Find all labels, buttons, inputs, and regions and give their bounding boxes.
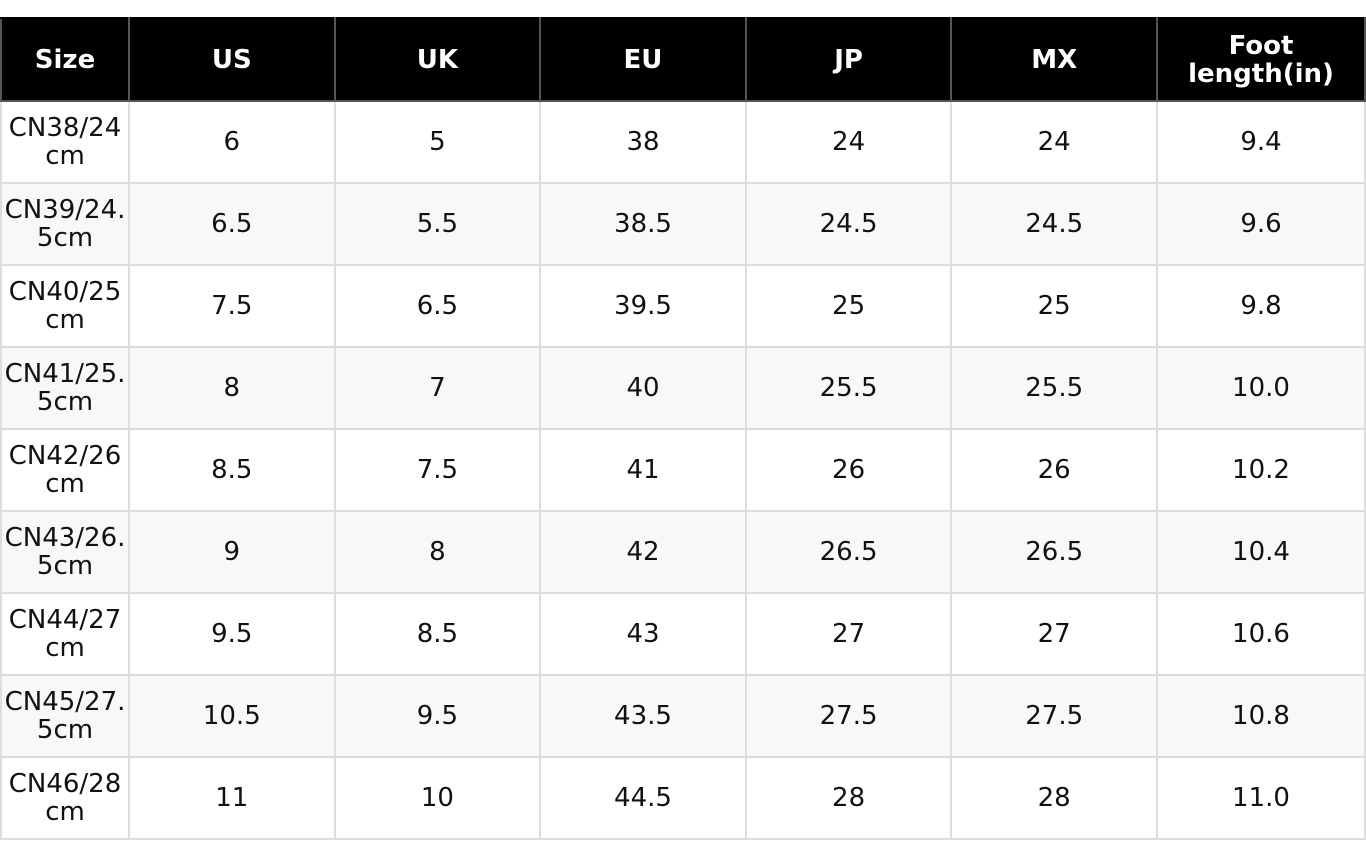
table-row: CN41/25.5cm 8 7 40 25.5 25.5 10.0 bbox=[0, 346, 1366, 430]
value-cell: 24 bbox=[950, 100, 1158, 184]
value-cell: 10.6 bbox=[1156, 592, 1366, 676]
value-cell: 27.5 bbox=[950, 674, 1158, 758]
table-row: CN43/26.5cm 9 8 42 26.5 26.5 10.4 bbox=[0, 510, 1366, 594]
value-cell: 43 bbox=[539, 592, 747, 676]
table-row: CN44/27cm 9.5 8.5 43 27 27 10.6 bbox=[0, 592, 1366, 676]
value-cell: 38 bbox=[539, 100, 747, 184]
value-cell: 9 bbox=[128, 510, 336, 594]
value-cell: 10.4 bbox=[1156, 510, 1366, 594]
table-row: CN45/27.5cm 10.5 9.5 43.5 27.5 27.5 10.8 bbox=[0, 674, 1366, 758]
header-cell: EU bbox=[539, 17, 747, 102]
value-cell: 8.5 bbox=[333, 592, 542, 676]
value-cell: 8 bbox=[333, 510, 542, 594]
value-cell: 27.5 bbox=[744, 674, 953, 758]
value-cell: 6.5 bbox=[128, 182, 336, 266]
header-cell: Size bbox=[0, 17, 130, 102]
size-cell: CN43/26.5cm bbox=[0, 510, 130, 594]
value-cell: 43.5 bbox=[539, 674, 747, 758]
value-cell: 26.5 bbox=[744, 510, 953, 594]
value-cell: 9.8 bbox=[1156, 264, 1366, 348]
value-cell: 9.5 bbox=[128, 592, 336, 676]
header-cell: Foot length(in) bbox=[1156, 17, 1366, 102]
header-cell: MX bbox=[950, 17, 1158, 102]
value-cell: 7.5 bbox=[333, 428, 542, 512]
size-cell: CN45/27.5cm bbox=[0, 674, 130, 758]
value-cell: 10.5 bbox=[128, 674, 336, 758]
value-cell: 11.0 bbox=[1156, 756, 1366, 840]
size-table: Size US UK EU JP MX Foot length(in) CN38/24cm 6… bbox=[0, 17, 1366, 840]
size-cell: CN38/24cm bbox=[0, 100, 130, 184]
size-cell: CN41/25.5cm bbox=[0, 346, 130, 430]
header-cell: JP bbox=[744, 17, 953, 102]
value-cell: 5 bbox=[333, 100, 542, 184]
value-cell: 8 bbox=[128, 346, 336, 430]
header-cell: US bbox=[128, 17, 336, 102]
value-cell: 10 bbox=[333, 756, 542, 840]
value-cell: 44.5 bbox=[539, 756, 747, 840]
size-cell: CN40/25cm bbox=[0, 264, 130, 348]
table-body: CN38/24cm 6 5 38 24 24 9.4 CN39/24.5cm 6.5 5.5 38.… bbox=[0, 100, 1366, 840]
table-header: Size US UK EU JP MX Foot length(in) bbox=[0, 17, 1366, 102]
value-cell: 25 bbox=[950, 264, 1158, 348]
value-cell: 39.5 bbox=[539, 264, 747, 348]
value-cell: 24 bbox=[744, 100, 953, 184]
value-cell: 7.5 bbox=[128, 264, 336, 348]
value-cell: 26 bbox=[744, 428, 953, 512]
value-cell: 10.2 bbox=[1156, 428, 1366, 512]
value-cell: 38.5 bbox=[539, 182, 747, 266]
value-cell: 9.6 bbox=[1156, 182, 1366, 266]
value-cell: 9.4 bbox=[1156, 100, 1366, 184]
value-cell: 27 bbox=[950, 592, 1158, 676]
value-cell: 7 bbox=[333, 346, 542, 430]
value-cell: 25.5 bbox=[744, 346, 953, 430]
value-cell: 24.5 bbox=[950, 182, 1158, 266]
value-cell: 28 bbox=[744, 756, 953, 840]
table-row: CN38/24cm 6 5 38 24 24 9.4 bbox=[0, 100, 1366, 184]
value-cell: 41 bbox=[539, 428, 747, 512]
value-cell: 42 bbox=[539, 510, 747, 594]
header-cell: UK bbox=[333, 17, 542, 102]
value-cell: 28 bbox=[950, 756, 1158, 840]
table-row: CN39/24.5cm 6.5 5.5 38.5 24.5 24.5 9.6 bbox=[0, 182, 1366, 266]
value-cell: 26 bbox=[950, 428, 1158, 512]
value-cell: 27 bbox=[744, 592, 953, 676]
value-cell: 25.5 bbox=[950, 346, 1158, 430]
value-cell: 6 bbox=[128, 100, 336, 184]
value-cell: 11 bbox=[128, 756, 336, 840]
value-cell: 26.5 bbox=[950, 510, 1158, 594]
value-cell: 8.5 bbox=[128, 428, 336, 512]
value-cell: 6.5 bbox=[333, 264, 542, 348]
value-cell: 40 bbox=[539, 346, 747, 430]
size-cell: CN39/24.5cm bbox=[0, 182, 130, 266]
header-row: Size US UK EU JP MX Foot length(in) bbox=[0, 17, 1366, 102]
size-cell: CN44/27cm bbox=[0, 592, 130, 676]
value-cell: 25 bbox=[744, 264, 953, 348]
table-row: CN40/25cm 7.5 6.5 39.5 25 25 9.8 bbox=[0, 264, 1366, 348]
table-row: CN46/28cm 11 10 44.5 28 28 11.0 bbox=[0, 756, 1366, 840]
value-cell: 10.8 bbox=[1156, 674, 1366, 758]
value-cell: 9.5 bbox=[333, 674, 542, 758]
value-cell: 10.0 bbox=[1156, 346, 1366, 430]
value-cell: 5.5 bbox=[333, 182, 542, 266]
value-cell: 24.5 bbox=[744, 182, 953, 266]
size-cell: CN46/28cm bbox=[0, 756, 130, 840]
table-row: CN42/26cm 8.5 7.5 41 26 26 10.2 bbox=[0, 428, 1366, 512]
size-cell: CN42/26cm bbox=[0, 428, 130, 512]
